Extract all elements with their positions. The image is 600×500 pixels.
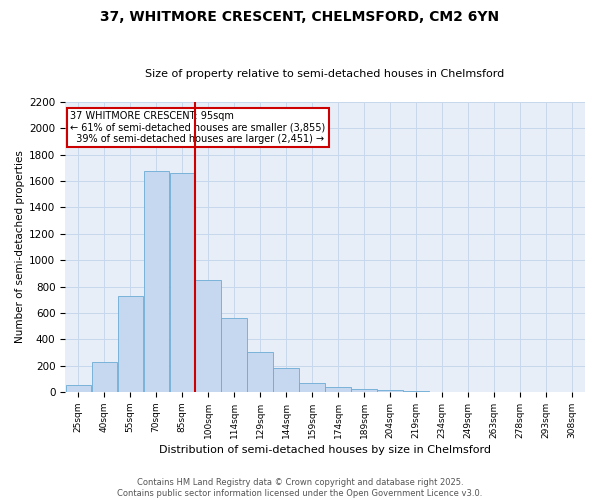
Title: Size of property relative to semi-detached houses in Chelmsford: Size of property relative to semi-detach…: [145, 69, 505, 79]
Bar: [299, 384, 325, 392]
Bar: [377, 390, 403, 392]
Text: Contains HM Land Registry data © Crown copyright and database right 2025.
Contai: Contains HM Land Registry data © Crown c…: [118, 478, 482, 498]
Bar: [92, 362, 117, 392]
Bar: [196, 280, 221, 392]
Bar: [352, 388, 377, 392]
Text: 37 WHITMORE CRESCENT: 95sqm
← 61% of semi-detached houses are smaller (3,855)
  : 37 WHITMORE CRESCENT: 95sqm ← 61% of sem…: [70, 110, 326, 144]
Bar: [325, 386, 350, 392]
X-axis label: Distribution of semi-detached houses by size in Chelmsford: Distribution of semi-detached houses by …: [159, 445, 491, 455]
Bar: [221, 318, 247, 392]
Bar: [143, 170, 169, 392]
Bar: [274, 368, 299, 392]
Bar: [118, 296, 143, 392]
Bar: [170, 173, 195, 392]
Text: 37, WHITMORE CRESCENT, CHELMSFORD, CM2 6YN: 37, WHITMORE CRESCENT, CHELMSFORD, CM2 6…: [100, 10, 500, 24]
Y-axis label: Number of semi-detached properties: Number of semi-detached properties: [15, 150, 25, 344]
Bar: [65, 386, 91, 392]
Bar: [247, 352, 272, 392]
